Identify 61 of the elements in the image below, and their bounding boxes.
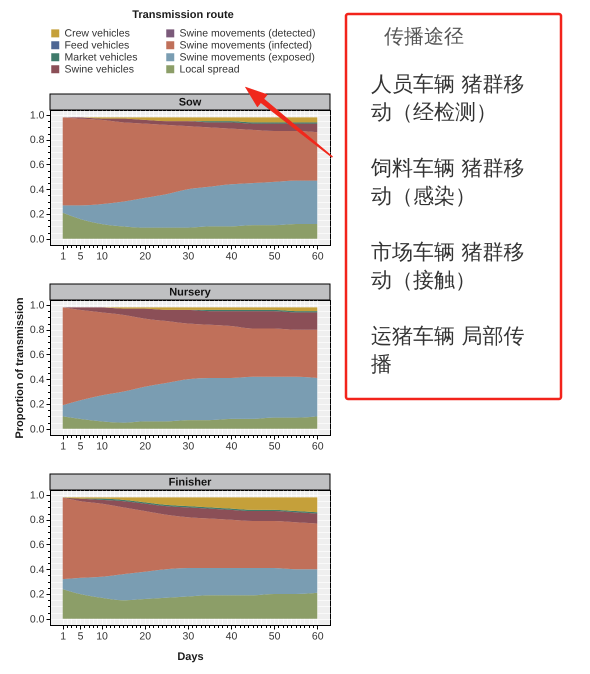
y-tick-label: 0.8: [30, 514, 45, 526]
legend-label: Feed vehicles: [64, 39, 130, 52]
legend-label: Crew vehicles: [64, 27, 130, 40]
x-tick-label: 30: [182, 630, 194, 642]
y-tick-label: 0.2: [30, 588, 45, 601]
legend-label: Swine vehicles: [64, 63, 134, 76]
x-tick-label: 10: [96, 440, 108, 452]
y-tick-label: 0.8: [30, 134, 45, 146]
y-tick-label: 0.4: [30, 564, 45, 576]
x-tick-label: 60: [312, 630, 324, 642]
legend-label: Swine movements (infected): [180, 39, 312, 52]
text: 传播途径: [384, 24, 464, 48]
y-tick-label: 1.0: [30, 299, 45, 312]
x-tick-label: 50: [268, 630, 281, 642]
x-tick-label: 60: [312, 440, 324, 452]
x-tick-label: 20: [139, 440, 152, 452]
text: 饲料车辆 猪群移动（感染）: [370, 156, 525, 208]
y-tick-label: 0.0: [30, 233, 45, 246]
chart-title: Finisher: [168, 476, 212, 488]
chart-title: Sow: [178, 96, 202, 108]
x-tick-label: 20: [139, 250, 152, 262]
y-tick-label: 0.6: [30, 158, 45, 171]
text: 人员车辆 猪群移动（经检测）: [371, 72, 525, 124]
x-axis-title: Days: [177, 651, 204, 663]
y-axis-title: Proportion of transmission: [14, 297, 26, 439]
x-tick-label: 50: [268, 440, 281, 452]
x-tick-label: 40: [226, 250, 238, 262]
x-tick-label: 10: [96, 630, 108, 642]
y-tick-label: 0.8: [30, 324, 45, 336]
y-tick-label: 0.2: [30, 398, 45, 411]
x-tick-label: 60: [312, 250, 324, 262]
legend-label: Swine movements (detected): [180, 27, 316, 40]
x-tick-label: 1: [60, 440, 66, 452]
y-tick-label: 0.0: [30, 423, 45, 436]
text: 市场车辆 猪群移动（接触）: [371, 240, 525, 292]
legend-label: Market vehicles: [64, 51, 138, 64]
y-tick-label: 0.6: [30, 348, 45, 361]
legend-label: Local spread: [180, 63, 240, 76]
x-tick-label: 5: [78, 440, 84, 452]
x-tick-label: 1: [60, 630, 66, 642]
x-tick-label: 5: [78, 250, 84, 262]
x-tick-label: 1: [60, 250, 66, 262]
x-tick-label: 10: [96, 250, 108, 262]
x-tick-label: 30: [182, 250, 194, 262]
x-tick-label: 40: [226, 440, 238, 452]
y-tick-label: 0.4: [30, 184, 45, 196]
y-tick-label: 0.6: [30, 538, 45, 551]
y-tick-label: 0.4: [30, 374, 45, 386]
y-tick-label: 1.0: [30, 109, 45, 122]
legend-label: Swine movements (exposed): [180, 51, 315, 64]
y-tick-label: 1.0: [30, 489, 45, 502]
y-tick-label: 0.0: [30, 613, 45, 626]
x-tick-label: 5: [78, 630, 84, 642]
legend-title: Transmission route: [132, 9, 234, 21]
chart-title: Nursery: [169, 286, 212, 298]
x-tick-label: 40: [226, 630, 238, 642]
y-tick-label: 0.2: [30, 208, 45, 221]
x-tick-label: 20: [139, 630, 152, 642]
text: 运猪车辆 局部传播: [371, 324, 525, 376]
x-tick-label: 30: [182, 440, 194, 452]
x-tick-label: 50: [268, 250, 281, 262]
